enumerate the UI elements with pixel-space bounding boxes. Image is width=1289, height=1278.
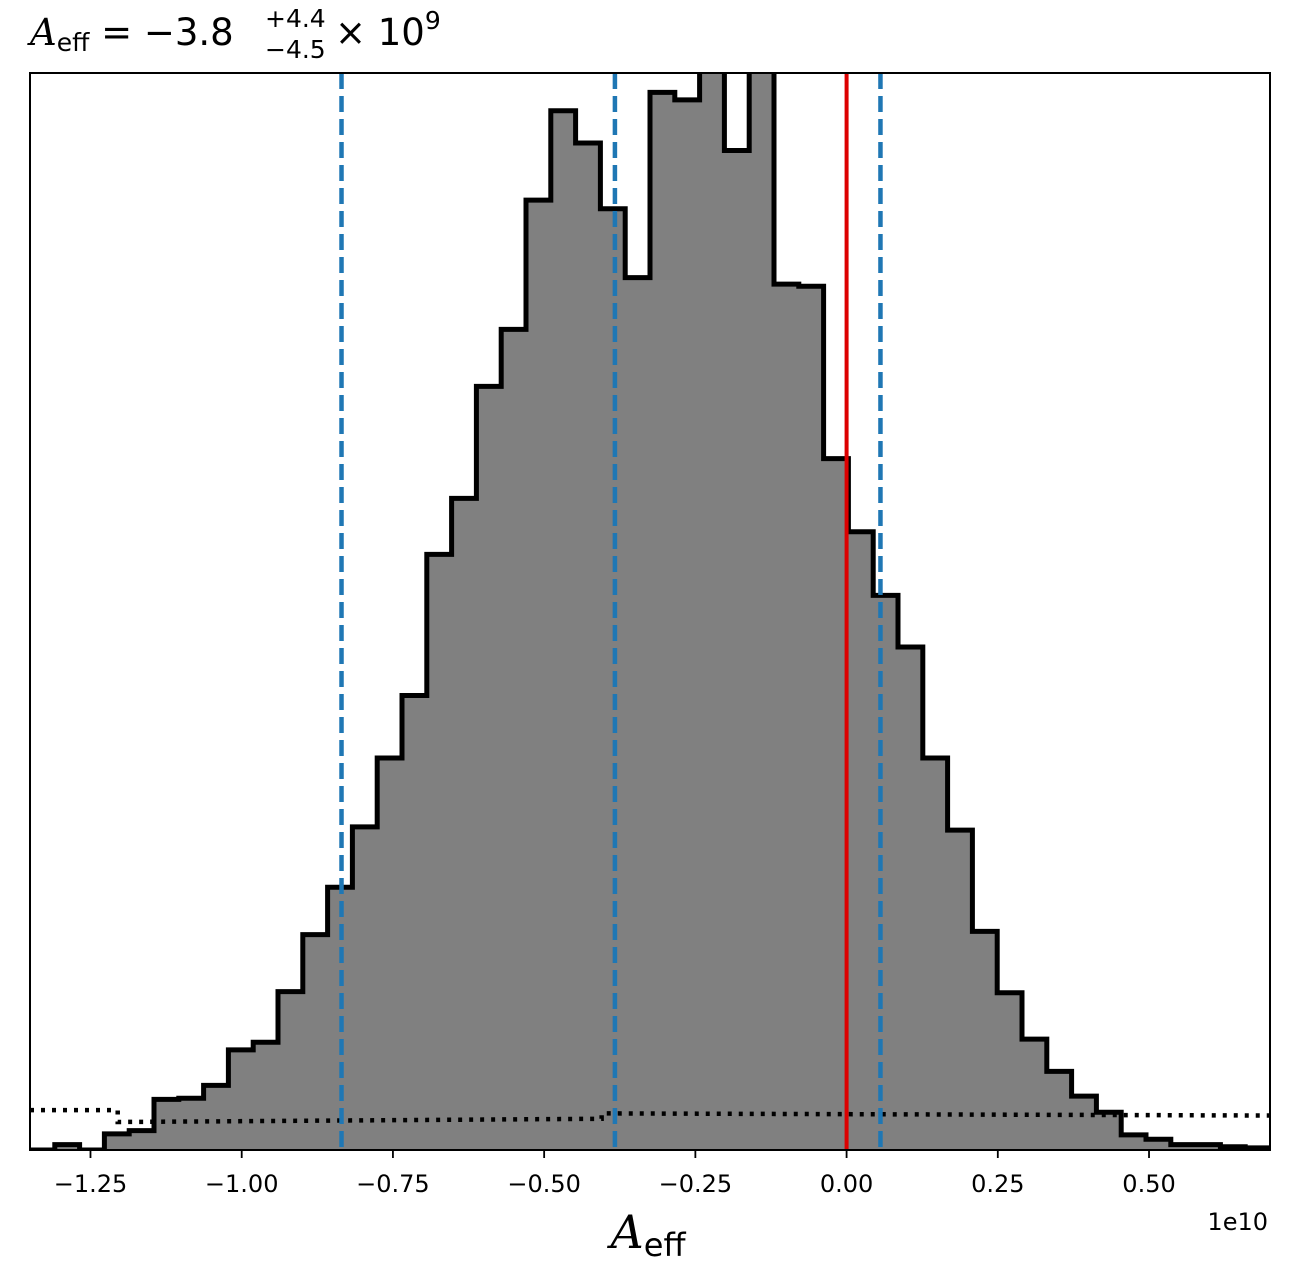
plot-area bbox=[30, 73, 1270, 1150]
title-symbol-sub: eff bbox=[57, 28, 90, 57]
histogram-fill bbox=[30, 73, 1270, 1150]
x-tick-label: −0.50 bbox=[507, 1170, 581, 1198]
title-exponent: 9 bbox=[425, 6, 441, 35]
x-axis-label-symbol: A bbox=[607, 1205, 644, 1259]
title-central-value: −3.8 bbox=[144, 11, 234, 54]
chart-title: Aeff = −3.8 +4.4 −4.5 × 109 bbox=[27, 0, 441, 67]
x-tick-label: 0.00 bbox=[820, 1170, 873, 1198]
x-axis-label-sub: eff bbox=[644, 1226, 687, 1264]
x-axis-label: Aeff bbox=[607, 1205, 687, 1264]
title-err-minus: −4.5 bbox=[265, 35, 326, 64]
histogram-step-outline bbox=[30, 73, 1270, 1150]
x-tick-label: 0.25 bbox=[971, 1170, 1024, 1198]
x-tick-label: −1.25 bbox=[54, 1170, 128, 1198]
title-times: × 10 bbox=[335, 11, 425, 54]
title-equals: = bbox=[89, 11, 144, 54]
x-axis-ticks: −1.25 −1.00 −0.75 −0.50 −0.25 0.00 0.25 0.50 bbox=[54, 1150, 1176, 1198]
x-tick-label: −1.00 bbox=[205, 1170, 279, 1198]
title-symbol: A bbox=[27, 11, 57, 54]
title-err-plus: +4.4 bbox=[265, 4, 326, 33]
axes-frame bbox=[29, 72, 1271, 1151]
x-tick-label: 0.50 bbox=[1122, 1170, 1175, 1198]
x-tick-label: −0.25 bbox=[659, 1170, 733, 1198]
x-axis-offset-label: 1e10 bbox=[1207, 1208, 1268, 1236]
quantile-lines bbox=[339, 73, 883, 1150]
prior-curve bbox=[30, 1107, 1270, 1125]
x-tick-label: −0.75 bbox=[356, 1170, 430, 1198]
